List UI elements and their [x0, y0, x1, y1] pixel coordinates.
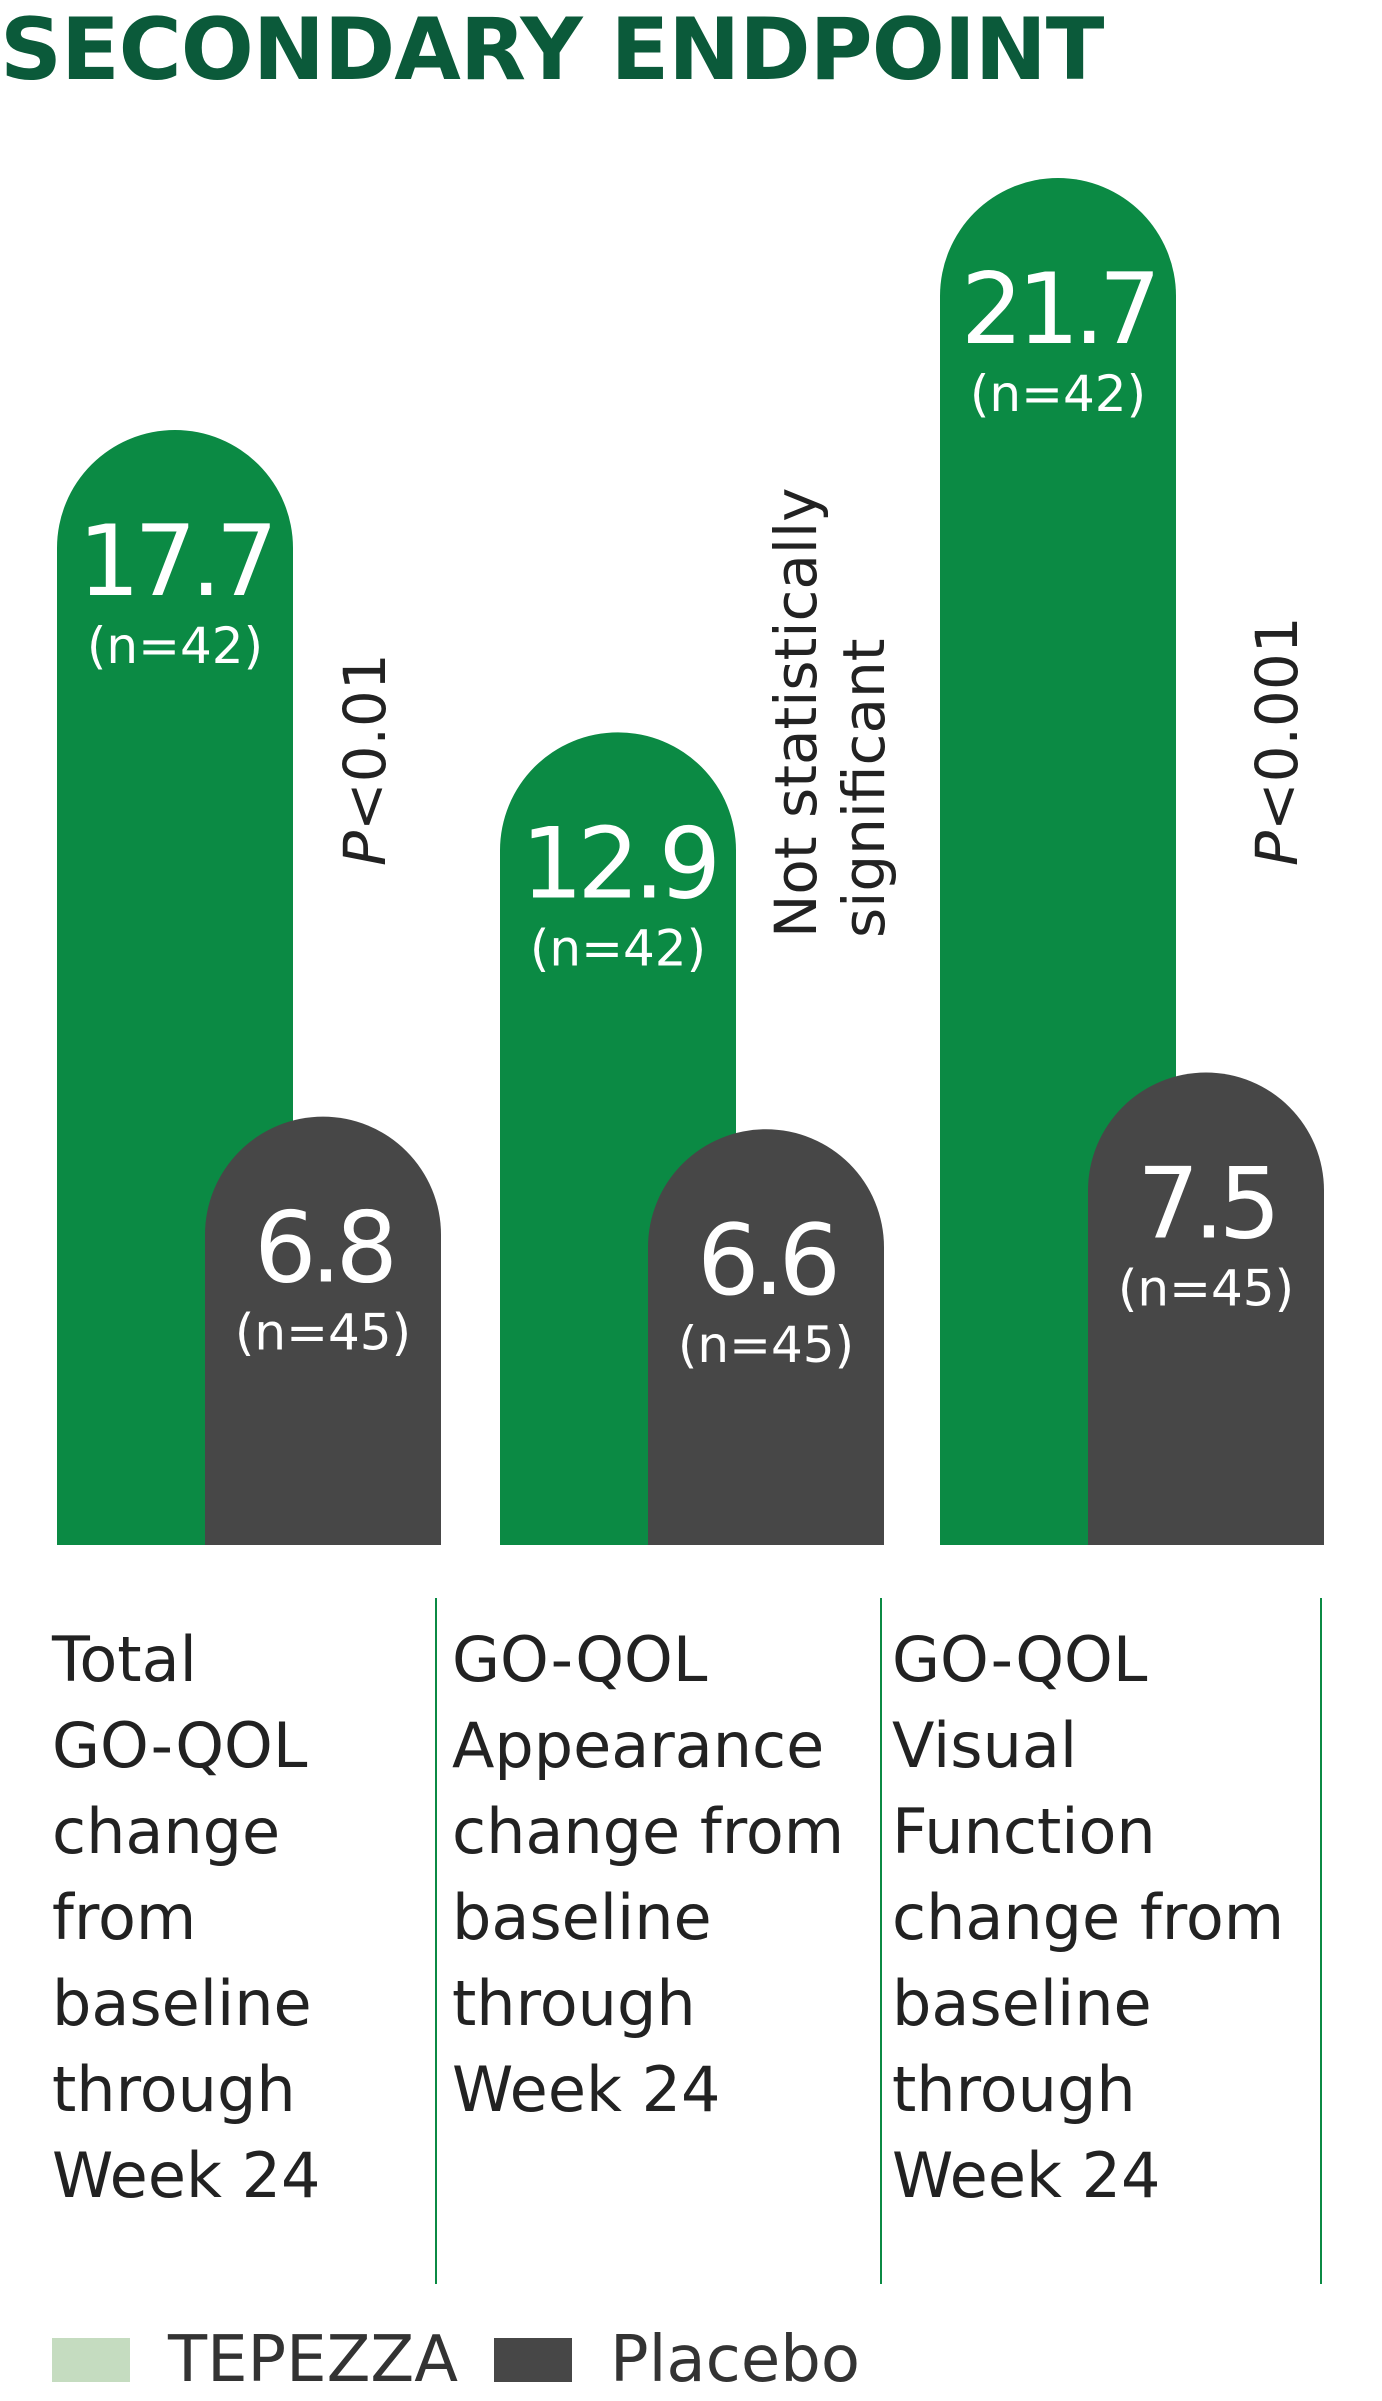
significance-label-2: P<0.001 [1243, 616, 1311, 866]
legend-label-tepezza: TEPEZZA [168, 2323, 459, 2397]
category-label-total: Total GO-QOL change from baseline throug… [52, 1623, 321, 2212]
significance-label-0: P<0.01 [331, 653, 399, 866]
divider-2 [880, 1598, 882, 2284]
divider-1 [435, 1598, 437, 2284]
value-label-placebo-2: 7.5 [1137, 1148, 1275, 1262]
value-label-placebo-0: 6.8 [254, 1192, 392, 1306]
legend: TEPEZZA Placebo [52, 2320, 860, 2400]
significance-label-1-1: significant [830, 639, 898, 939]
value-label-tepezza-1: 12.9 [521, 807, 715, 921]
legend-swatch-placebo [494, 2338, 573, 2382]
divider-3 [1320, 1598, 1322, 2284]
bar-chart: 17.7(n=42)12.9(n=42)21.7(n=42)6.8(n=45)6… [57, 178, 1324, 1545]
legend-label-placebo: Placebo [610, 2323, 860, 2397]
legend-swatch-tepezza [52, 2338, 130, 2382]
value-label-placebo-1: 6.6 [697, 1204, 836, 1318]
n-label-tepezza-1: (n=42) [530, 919, 706, 977]
value-label-tepezza-2: 21.7 [961, 253, 1155, 367]
n-label-tepezza-2: (n=42) [970, 365, 1146, 423]
n-label-placebo-0: (n=45) [235, 1304, 411, 1362]
chart-title: SECONDARY ENDPOINT [0, 0, 1104, 100]
bar-placebo-0 [205, 1116, 441, 1545]
category-label-visual-function: GO-QOL Visual Function change from basel… [892, 1623, 1285, 2212]
n-label-tepezza-0: (n=42) [87, 617, 263, 675]
significance-label-1-0: Not statistically [762, 488, 830, 938]
bar-placebo-2 [1088, 1072, 1324, 1545]
value-label-tepezza-0: 17.7 [78, 505, 272, 619]
category-label-appearance: GO-QOL Appearance change from baseline t… [452, 1623, 845, 2126]
n-label-placebo-2: (n=45) [1118, 1260, 1294, 1318]
n-label-placebo-1: (n=45) [678, 1316, 854, 1374]
bar-placebo-1 [648, 1129, 884, 1545]
